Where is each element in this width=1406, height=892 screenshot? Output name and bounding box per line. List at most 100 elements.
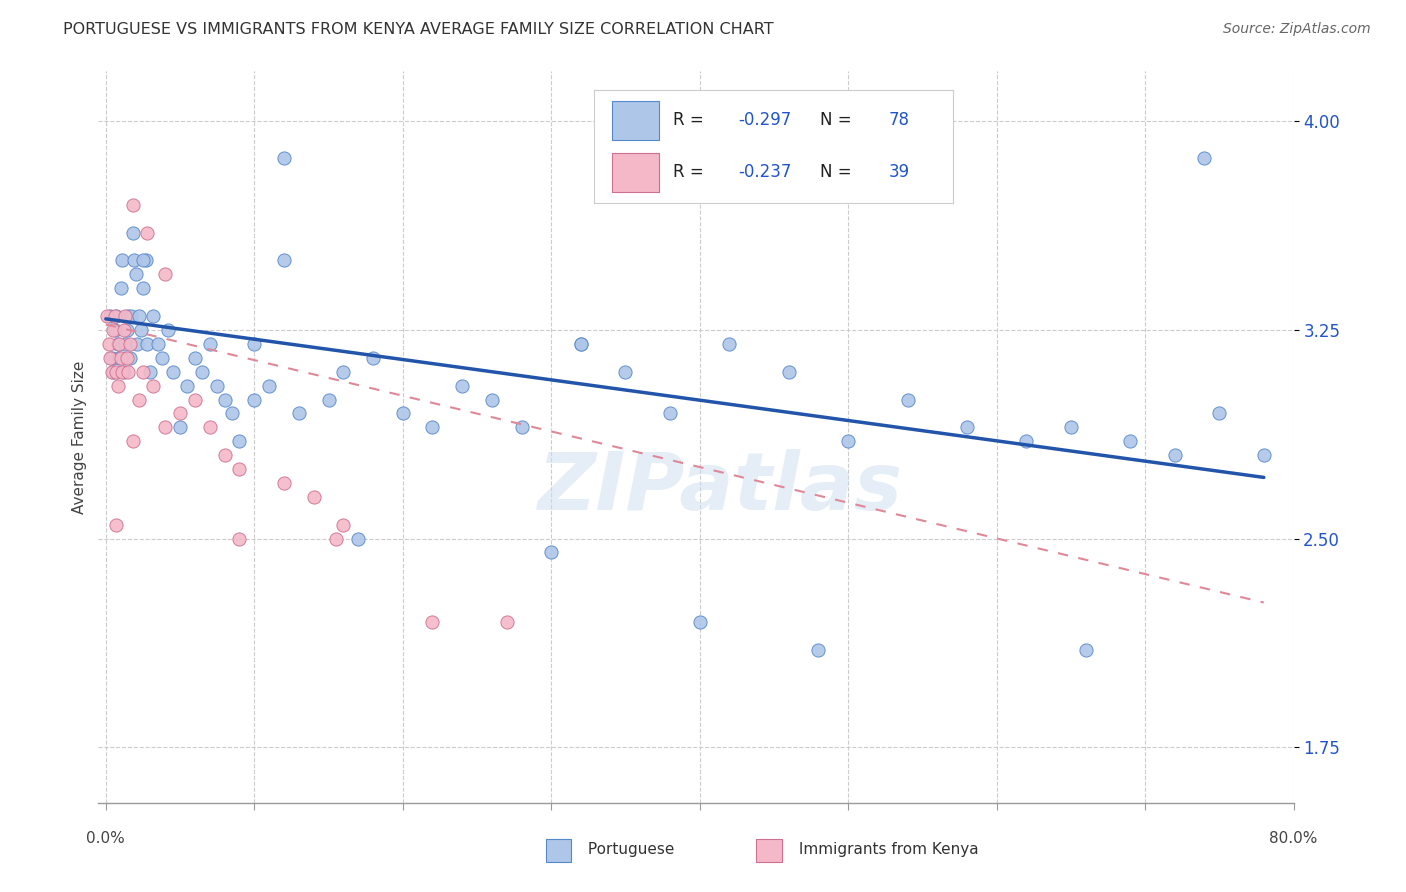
Point xyxy=(807,643,830,657)
Point xyxy=(107,337,129,351)
Point xyxy=(347,532,370,546)
Point xyxy=(108,337,131,351)
Point xyxy=(110,281,132,295)
Point xyxy=(132,365,155,379)
Point xyxy=(956,420,979,434)
Text: Portuguese: Portuguese xyxy=(583,842,675,856)
Point xyxy=(136,337,159,351)
Point xyxy=(121,226,143,240)
Point xyxy=(1253,448,1275,462)
Text: Immigrants from Kenya: Immigrants from Kenya xyxy=(794,842,979,856)
Point xyxy=(155,420,177,434)
Point xyxy=(115,323,138,337)
Point xyxy=(837,434,859,449)
Point xyxy=(162,365,184,379)
Point xyxy=(132,281,155,295)
Text: PORTUGUESE VS IMMIGRANTS FROM KENYA AVERAGE FAMILY SIZE CORRELATION CHART: PORTUGUESE VS IMMIGRANTS FROM KENYA AVER… xyxy=(63,22,773,37)
Point xyxy=(778,365,800,379)
Point xyxy=(243,392,266,407)
Point xyxy=(332,517,354,532)
Point xyxy=(689,615,711,629)
Point xyxy=(150,351,173,365)
Point xyxy=(121,198,143,212)
Point xyxy=(98,351,121,365)
Point xyxy=(135,253,157,268)
Point xyxy=(659,406,682,420)
Point xyxy=(1119,434,1142,449)
Point xyxy=(569,337,592,351)
Point xyxy=(896,392,918,407)
Point xyxy=(510,420,533,434)
Point xyxy=(112,365,135,379)
Point xyxy=(273,253,295,268)
Point xyxy=(103,365,125,379)
Point xyxy=(1060,420,1083,434)
Point xyxy=(1015,434,1038,449)
Point xyxy=(155,268,177,282)
Point xyxy=(117,309,139,323)
Point xyxy=(157,323,180,337)
Point xyxy=(101,351,124,365)
Point xyxy=(96,309,118,323)
Point xyxy=(205,378,228,392)
Point xyxy=(104,323,127,337)
Point xyxy=(108,351,131,365)
Point xyxy=(121,434,143,449)
Point xyxy=(117,365,139,379)
Point xyxy=(139,365,162,379)
Point xyxy=(628,151,651,165)
Point xyxy=(111,365,134,379)
Point xyxy=(184,392,207,407)
Point xyxy=(146,337,169,351)
Point xyxy=(122,253,145,268)
Point xyxy=(120,309,142,323)
Point xyxy=(128,309,150,323)
Point xyxy=(228,434,250,449)
Point xyxy=(169,406,191,420)
Point xyxy=(101,365,124,379)
Point xyxy=(361,351,384,365)
Point xyxy=(422,615,444,629)
Point xyxy=(142,378,165,392)
Text: 80.0%: 80.0% xyxy=(1270,830,1317,846)
Point xyxy=(1194,151,1216,165)
Point xyxy=(97,337,120,351)
Point xyxy=(569,337,592,351)
Point xyxy=(273,151,295,165)
Point xyxy=(176,378,198,392)
Point xyxy=(1164,448,1187,462)
Point xyxy=(422,420,444,434)
Point xyxy=(302,490,325,504)
Point xyxy=(107,378,129,392)
Point xyxy=(1208,406,1230,420)
Point xyxy=(169,420,191,434)
Point xyxy=(98,309,121,323)
Point xyxy=(614,365,637,379)
Point xyxy=(142,309,165,323)
Point xyxy=(128,392,150,407)
Point xyxy=(131,323,153,337)
Point xyxy=(273,475,295,490)
Point xyxy=(124,268,146,282)
Point xyxy=(110,351,132,365)
Point xyxy=(115,351,138,365)
Y-axis label: Average Family Size: Average Family Size xyxy=(72,360,87,514)
Point xyxy=(214,392,236,407)
Point xyxy=(111,253,134,268)
Point xyxy=(136,226,159,240)
Point xyxy=(112,323,135,337)
Point xyxy=(191,365,214,379)
Point xyxy=(540,545,562,559)
Point xyxy=(221,406,243,420)
Point xyxy=(132,253,155,268)
Point xyxy=(118,337,141,351)
Point xyxy=(214,448,236,462)
Point xyxy=(257,378,280,392)
Point xyxy=(125,337,148,351)
Point xyxy=(105,517,128,532)
Point xyxy=(103,323,125,337)
Point xyxy=(198,420,221,434)
Text: ZIPatlas: ZIPatlas xyxy=(537,450,903,527)
Point xyxy=(104,309,127,323)
Point xyxy=(288,406,311,420)
